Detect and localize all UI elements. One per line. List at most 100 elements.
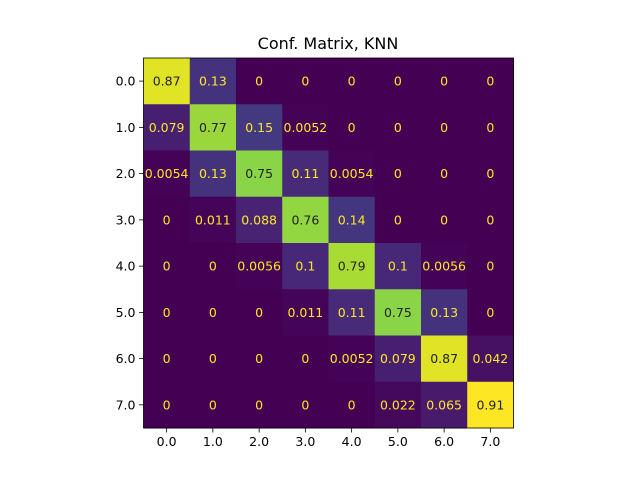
heatmap-cell-label: 0.0052 — [330, 351, 374, 366]
heatmap-cell-label: 0 — [486, 259, 494, 274]
heatmap-cell-label: 0 — [301, 74, 309, 89]
heatmap-cell-label: 0 — [163, 305, 171, 320]
y-tick-label: 0.0 — [116, 74, 136, 89]
heatmap-cell — [328, 104, 376, 151]
heatmap-cell-label: 0 — [255, 351, 263, 366]
heatmap-cell — [328, 150, 376, 198]
heatmap-cell-label: 0.79 — [338, 259, 366, 274]
heatmap-cell — [282, 150, 329, 198]
heatmap-cell — [421, 150, 468, 198]
heatmap-cell-label: 0.079 — [149, 120, 185, 135]
heatmap-cell — [374, 150, 422, 198]
heatmap-cell-label: 0.91 — [476, 397, 504, 412]
heatmap-cell — [328, 243, 376, 290]
x-tick-label: 2.0 — [249, 434, 269, 449]
heatmap-cell-label: 0.76 — [291, 212, 319, 227]
heatmap-cell — [374, 289, 422, 336]
heatmap-cell-label: 0 — [209, 305, 217, 320]
heatmap-cell — [282, 58, 329, 105]
heatmap-cell-label: 0.022 — [380, 397, 416, 412]
heatmap-cell — [421, 196, 468, 244]
heatmap-cell — [374, 243, 422, 290]
heatmap-cell-label: 0.088 — [241, 212, 277, 227]
heatmap-cell-labels: 0.87 0.13 0 0 0 0 0 0 0.079 0.77 0.15 0.0052 0 0 0 0 0.0… — [145, 74, 509, 413]
heatmap-cell — [421, 58, 468, 105]
heatmap-cell — [236, 150, 283, 198]
y-tick-label: 5.0 — [116, 305, 136, 320]
x-tick-label: 7.0 — [480, 434, 500, 449]
heatmap-cell — [467, 150, 514, 198]
heatmap-cell — [421, 243, 468, 290]
heatmap-cell — [421, 381, 468, 429]
heatmap-cell-label: 0.13 — [199, 166, 227, 181]
heatmap-cell-label: 0 — [163, 351, 171, 366]
heatmap-cell — [467, 104, 514, 151]
heatmap-cell-label: 0 — [394, 166, 402, 181]
y-tick-label: 7.0 — [116, 397, 136, 412]
x-tick-label: 3.0 — [295, 434, 315, 449]
heatmap-cells — [143, 58, 514, 429]
heatmap-cell — [467, 58, 514, 105]
heatmap-cell — [467, 335, 514, 383]
y-tick-label: 6.0 — [116, 351, 136, 366]
heatmap-cell-label: 0.065 — [426, 397, 462, 412]
x-tick-label: 1.0 — [203, 434, 223, 449]
heatmap-cell-label: 0.0056 — [237, 259, 281, 274]
heatmap-cell-label: 0 — [255, 305, 263, 320]
heatmap-cell — [236, 243, 283, 290]
heatmap-cell-label: 0.75 — [245, 166, 273, 181]
heatmap-cell-label: 0.0054 — [330, 166, 374, 181]
heatmap-cell — [236, 335, 283, 383]
heatmap-cell-label: 0.0052 — [284, 120, 328, 135]
heatmap-cell — [236, 289, 283, 336]
heatmap-cell-label: 0 — [394, 212, 402, 227]
axis-ticks: 0.0 1.0 2.0 3.0 4.0 5.0 6.0 7.0 0.0 1.0 2.0 3.0 4.0 5… — [116, 74, 501, 449]
x-tick-label: 0.0 — [157, 434, 177, 449]
heatmap-cell-label: 0 — [163, 212, 171, 227]
heatmap-cell-label: 0.011 — [195, 212, 231, 227]
heatmap-cell-label: 0 — [163, 259, 171, 274]
heatmap-cell-label: 0 — [440, 166, 448, 181]
heatmap-cell-label: 0 — [486, 74, 494, 89]
heatmap-cell-label: 0 — [163, 397, 171, 412]
heatmap-cell — [189, 58, 237, 105]
heatmap-cell-label: 0.1 — [388, 259, 408, 274]
heatmap-cell — [328, 289, 376, 336]
heatmap-cell-label: 0.042 — [472, 351, 508, 366]
heatmap-cell-label: 0.11 — [338, 305, 366, 320]
heatmap-cell — [189, 104, 237, 151]
heatmap-cell-label: 0 — [301, 397, 309, 412]
heatmap-cell — [282, 289, 329, 336]
heatmap-cell — [328, 196, 376, 244]
heatmap-cell-label: 0 — [440, 120, 448, 135]
heatmap-cell — [282, 381, 329, 429]
heatmap-cell-label: 0 — [348, 397, 356, 412]
heatmap-cell-label: 0.11 — [291, 166, 319, 181]
heatmap-cell-label: 0 — [394, 74, 402, 89]
heatmap-cell-label: 0 — [486, 120, 494, 135]
chart-title: Conf. Matrix, KNN — [258, 34, 399, 53]
heatmap-cell — [143, 196, 191, 244]
heatmap-cell-label: 0 — [486, 166, 494, 181]
heatmap-cell — [374, 335, 422, 383]
heatmap-cell — [421, 335, 468, 383]
heatmap-cell-label: 0 — [486, 305, 494, 320]
heatmap-cell — [189, 150, 237, 198]
heatmap-cell-label: 0.15 — [245, 120, 273, 135]
heatmap-cell-label: 0.1 — [295, 259, 315, 274]
y-tick-label: 2.0 — [116, 166, 136, 181]
heatmap-cell — [467, 381, 514, 429]
heatmap-cell — [282, 104, 329, 151]
heatmap-cell-label: 0.13 — [430, 305, 458, 320]
axes-frame — [143, 57, 514, 429]
heatmap-cell-label: 0.13 — [199, 74, 227, 89]
heatmap-cell-label: 0.079 — [380, 351, 416, 366]
heatmap-cell-label: 0 — [209, 351, 217, 366]
heatmap-cell-label: 0.87 — [430, 351, 458, 366]
heatmap-cell — [236, 196, 283, 244]
heatmap-cell — [328, 58, 376, 105]
heatmap-cell — [189, 381, 237, 429]
y-tick-label: 3.0 — [116, 212, 136, 227]
heatmap-cell — [328, 381, 376, 429]
